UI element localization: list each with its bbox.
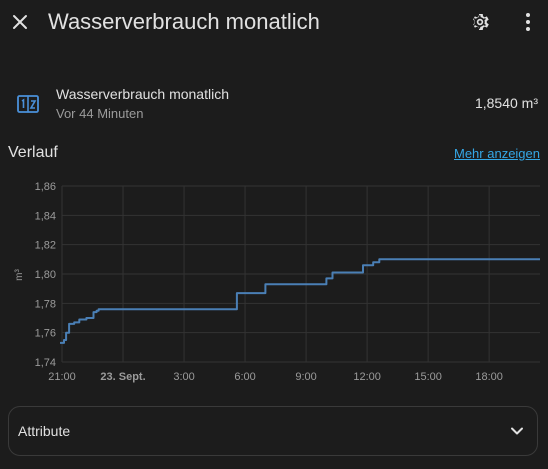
y-tick-label: 1,74: [35, 357, 56, 369]
x-tick-label: 3:00: [173, 371, 194, 383]
history-chart: 1,86 1,84 1,82 1,80 1,78 1,76 1,74 21:00 23. Se…: [14, 181, 540, 383]
gear-icon: [473, 14, 489, 30]
y-tick-label: 1,82: [35, 240, 56, 252]
entity-last-changed: Vor 44 Minuten: [56, 106, 144, 121]
attributes-label: Attribute: [18, 423, 71, 439]
entity-state-value: 1,8540 m³: [474, 95, 538, 111]
entity-row: Wasserverbrauch monatlich Vor 44 Minuten…: [0, 80, 548, 126]
series-line[interactable]: [60, 258, 540, 344]
water-meter-icon: [17, 95, 39, 113]
y-axis-ticks: 1,86 1,84 1,82 1,80 1,78 1,76 1,74: [35, 181, 56, 369]
entity-name: Wasserverbrauch monatlich: [56, 86, 229, 102]
x-tick-label: 21:00: [48, 371, 76, 383]
close-button[interactable]: [6, 8, 34, 36]
chevron-down-icon: [511, 427, 523, 435]
x-tick-label: 6:00: [234, 371, 255, 383]
x-tick-label: 18:00: [475, 371, 503, 383]
more-vertical-icon: [526, 13, 530, 31]
y-tick-label: 1,80: [35, 269, 56, 281]
chart-grid: [61, 185, 540, 363]
history-heading: Verlauf: [8, 144, 58, 161]
show-more-link[interactable]: Mehr anzeigen: [454, 146, 540, 161]
x-tick-label: 15:00: [414, 371, 442, 383]
more-options-button[interactable]: [514, 8, 542, 36]
dialog-title: Wasserverbrauch monatlich: [48, 9, 320, 34]
x-tick-label: 9:00: [295, 371, 316, 383]
x-tick-label: 23. Sept.: [100, 371, 145, 383]
y-tick-label: 1,86: [35, 181, 56, 193]
y-tick-label: 1,84: [35, 210, 56, 222]
close-icon: [13, 15, 27, 29]
x-axis-ticks: 21:00 23. Sept. 3:00 6:00 9:00 12:00 15:00 18:0…: [48, 371, 503, 383]
x-tick-label: 12:00: [353, 371, 381, 383]
dialog-header: Wasserverbrauch monatlich: [0, 0, 548, 46]
attributes-expander[interactable]: Attribute: [8, 406, 538, 456]
y-tick-label: 1,76: [35, 328, 56, 340]
y-axis-label: m³: [14, 269, 25, 281]
y-tick-label: 1,78: [35, 298, 56, 310]
settings-button[interactable]: [466, 8, 494, 36]
